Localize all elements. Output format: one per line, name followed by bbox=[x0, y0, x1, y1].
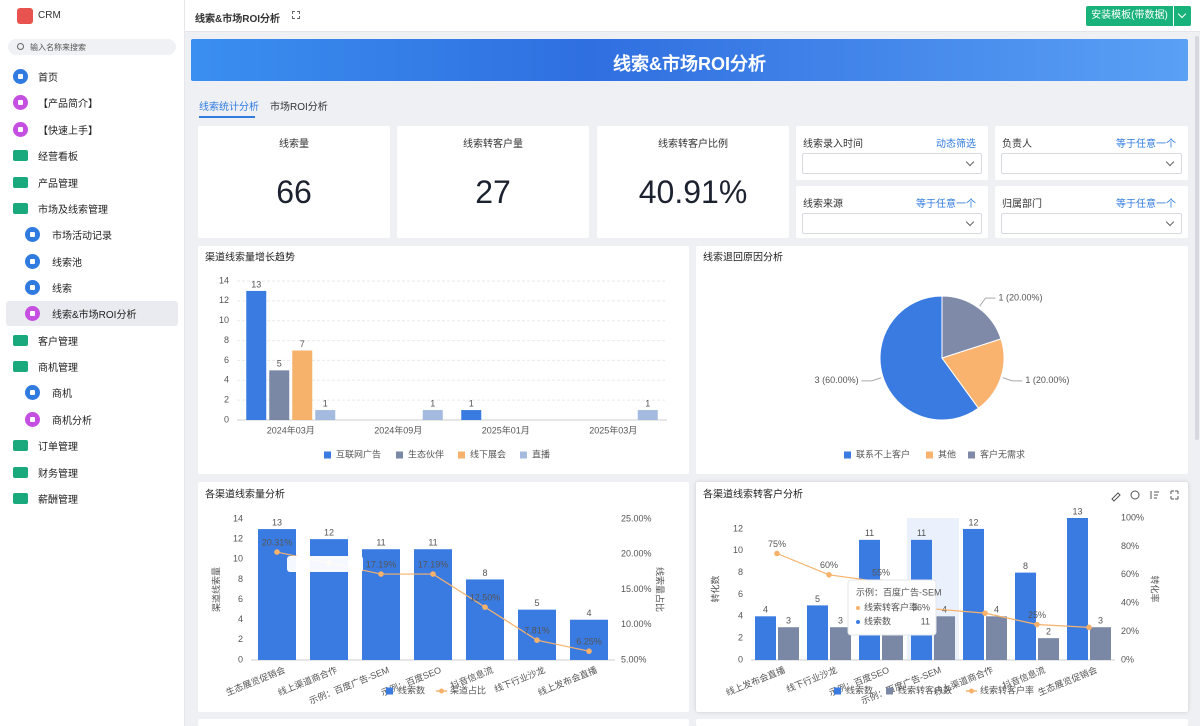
search-box[interactable]: 输入名称来搜索 bbox=[8, 39, 176, 55]
install-dropdown[interactable] bbox=[1174, 6, 1191, 26]
search-placeholder: 输入名称来搜索 bbox=[30, 43, 86, 52]
fullscreen-icon[interactable] bbox=[292, 11, 300, 19]
menu-label: 商机分析 bbox=[52, 416, 92, 427]
filter-label: 线索录入时间 bbox=[803, 139, 863, 150]
menu-label: 商机管理 bbox=[38, 363, 78, 374]
menu-item[interactable]: 市场及线索管理 bbox=[6, 196, 178, 221]
filter-select[interactable] bbox=[1001, 213, 1182, 234]
kpi-value: 66 bbox=[276, 174, 312, 210]
tab[interactable]: 市场ROI分析 bbox=[270, 102, 328, 113]
kpi-label: 线索量 bbox=[279, 139, 309, 150]
kpi-card: 线索量 66 bbox=[198, 126, 390, 238]
menu-label: 商机 bbox=[52, 389, 72, 400]
menu-item[interactable]: 薪酬管理 bbox=[6, 486, 178, 511]
chart-panel bbox=[198, 246, 689, 474]
kpi-value: 27 bbox=[475, 174, 511, 210]
banner: 线索&市场ROI分析 bbox=[191, 39, 1188, 81]
menu-item[interactable]: 线索&市场ROI分析 bbox=[6, 301, 178, 326]
filter-select[interactable] bbox=[802, 153, 982, 174]
kpi-label: 线索转客户量 bbox=[463, 139, 523, 150]
filter-label: 线索来源 bbox=[803, 199, 843, 210]
filter-operator[interactable]: 等于任意一个 bbox=[1116, 199, 1176, 210]
menu-item[interactable]: 产品管理 bbox=[6, 170, 178, 195]
menu-label: 市场及线索管理 bbox=[38, 205, 108, 216]
menu-label: 线索池 bbox=[52, 258, 82, 269]
menu-label: 首页 bbox=[38, 73, 58, 84]
tab-active[interactable]: 线索统计分析 bbox=[199, 102, 259, 113]
banner-title: 线索&市场ROI分析 bbox=[613, 54, 766, 74]
kpi-value: 40.91% bbox=[638, 174, 748, 210]
app-name: CRM bbox=[38, 10, 61, 21]
menu-label: 经营看板 bbox=[38, 152, 78, 163]
menu-label: 【快速上手】 bbox=[38, 126, 98, 137]
filter-select[interactable] bbox=[802, 213, 982, 234]
menu-label: 薪酬管理 bbox=[38, 495, 78, 506]
filter: 归属部门 等于任意一个 bbox=[995, 186, 1188, 238]
filter: 线索来源 等于任意一个 bbox=[796, 186, 988, 238]
menu-item[interactable]: 经营看板 bbox=[6, 143, 178, 168]
filter: 负责人 等于任意一个 bbox=[995, 126, 1188, 180]
menu-item[interactable]: 【产品简介】 bbox=[6, 90, 178, 115]
menu-label: 客户管理 bbox=[38, 337, 78, 348]
menu-label: 产品管理 bbox=[38, 179, 78, 190]
install-button[interactable]: 安装模板(带数据) bbox=[1086, 6, 1173, 26]
menu-label: 线索 bbox=[52, 284, 72, 295]
chart-panel bbox=[696, 719, 1188, 726]
sidebar: CRM 输入名称来搜索 首页 【产品简介】 【快速上手】 经营看板 产品管理 市… bbox=[0, 0, 185, 726]
menu-item[interactable]: 商机分析 bbox=[6, 407, 178, 432]
filter-operator[interactable]: 等于任意一个 bbox=[1116, 139, 1176, 150]
filter-select[interactable] bbox=[1001, 153, 1182, 174]
chart-panel bbox=[198, 719, 689, 726]
kpi-card: 线索转客户量 27 bbox=[397, 126, 589, 238]
menu-item[interactable]: 线索池 bbox=[6, 249, 178, 274]
filter-label: 负责人 bbox=[1002, 139, 1032, 150]
menu-item[interactable]: 线索 bbox=[6, 275, 178, 300]
menu-item[interactable]: 订单管理 bbox=[6, 433, 178, 458]
menu-label: 市场活动记录 bbox=[52, 231, 112, 242]
header: 线索&市场ROI分析 安装模板(带数据) bbox=[185, 0, 1200, 32]
kpi-card: 线索转客户比例 40.91% bbox=[597, 126, 789, 238]
menu-label: 【产品简介】 bbox=[38, 99, 98, 110]
menu-item[interactable]: 商机管理 bbox=[6, 354, 178, 379]
menu-label: 线索&市场ROI分析 bbox=[52, 310, 137, 321]
menu-item[interactable]: 商机 bbox=[6, 380, 178, 405]
app-logo bbox=[17, 8, 33, 24]
filter-operator[interactable]: 等于任意一个 bbox=[916, 199, 976, 210]
chart-panel bbox=[198, 482, 689, 712]
scrollbar[interactable] bbox=[1195, 36, 1199, 440]
page-title: 线索&市场ROI分析 bbox=[195, 14, 280, 25]
filter-label: 归属部门 bbox=[1002, 199, 1042, 210]
filter: 线索录入时间 动态筛选 bbox=[796, 126, 988, 180]
menu-item[interactable]: 财务管理 bbox=[6, 460, 178, 485]
menu-label: 订单管理 bbox=[38, 442, 78, 453]
menu-item[interactable]: 市场活动记录 bbox=[6, 222, 178, 247]
menu-item[interactable]: 【快速上手】 bbox=[6, 117, 178, 142]
menu-label: 财务管理 bbox=[38, 469, 78, 480]
kpi-label: 线索转客户比例 bbox=[658, 139, 728, 150]
chart-panel bbox=[696, 246, 1188, 474]
tab-underline bbox=[199, 116, 255, 118]
chart-panel bbox=[696, 482, 1188, 712]
menu-item[interactable]: 首页 bbox=[6, 64, 178, 89]
filter-operator[interactable]: 动态筛选 bbox=[936, 139, 976, 150]
menu-item[interactable]: 客户管理 bbox=[6, 328, 178, 353]
